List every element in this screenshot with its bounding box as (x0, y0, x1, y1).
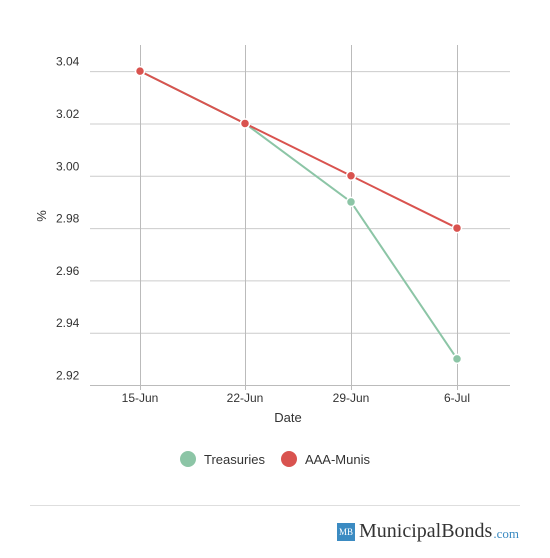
y-tick-label: 3.04 (56, 55, 80, 69)
legend-item-treasuries[interactable]: Treasuries (180, 451, 265, 467)
x-tick-label: 6-Jul (444, 391, 470, 405)
y-tick-label: 2.96 (56, 264, 80, 278)
x-tick-label: 15-Jun (122, 391, 159, 405)
data-point[interactable] (345, 196, 357, 208)
brand-name: MunicipalBonds (359, 520, 493, 542)
data-point[interactable] (451, 353, 463, 365)
line-chart: 2.92 2.94 2.96 2.98 3.00 3.02 3.04 15-Jun 22-Ju… (34, 45, 510, 425)
x-tick-label: 22-Jun (227, 391, 264, 405)
series-line-0 (139, 70, 458, 360)
legend-item-aaa-munis[interactable]: AAA-Munis (280, 451, 370, 467)
x-tick-labels: 15-Jun 22-Jun 29-Jun 6-Jul (122, 391, 470, 405)
x-axis-title: Date (274, 410, 301, 425)
data-point[interactable] (134, 65, 146, 77)
grid-lines (90, 45, 510, 390)
legend-label-aaa-munis: AAA-Munis (304, 451, 370, 467)
legend-marker-treasuries (180, 451, 197, 467)
data-point[interactable] (451, 222, 463, 234)
y-tick-label: 2.94 (56, 316, 80, 330)
legend-marker-aaa-munis (280, 451, 297, 467)
legend: Treasuries AAA-Munis (0, 451, 550, 467)
y-tick-label: 3.02 (56, 107, 80, 121)
data-point[interactable] (345, 170, 357, 182)
footer-divider (30, 505, 520, 506)
x-tick-label: 29-Jun (333, 391, 370, 405)
series-lines (139, 70, 458, 360)
y-tick-label: 2.92 (56, 369, 80, 383)
data-point[interactable] (239, 118, 251, 129)
brand-tld: .com (493, 526, 519, 541)
y-tick-labels: 2.92 2.94 2.96 2.98 3.00 3.02 3.04 (56, 55, 80, 383)
series-line-1 (139, 70, 458, 229)
mb-logo-icon: MB (337, 522, 355, 541)
series-points (134, 65, 463, 365)
brand-logo[interactable]: MB MunicipalBonds .com (337, 520, 519, 543)
legend-label-treasuries: Treasuries (204, 451, 265, 467)
y-tick-label: 2.98 (56, 212, 80, 226)
y-tick-label: 3.00 (56, 159, 80, 173)
y-axis-title: % (34, 210, 49, 222)
